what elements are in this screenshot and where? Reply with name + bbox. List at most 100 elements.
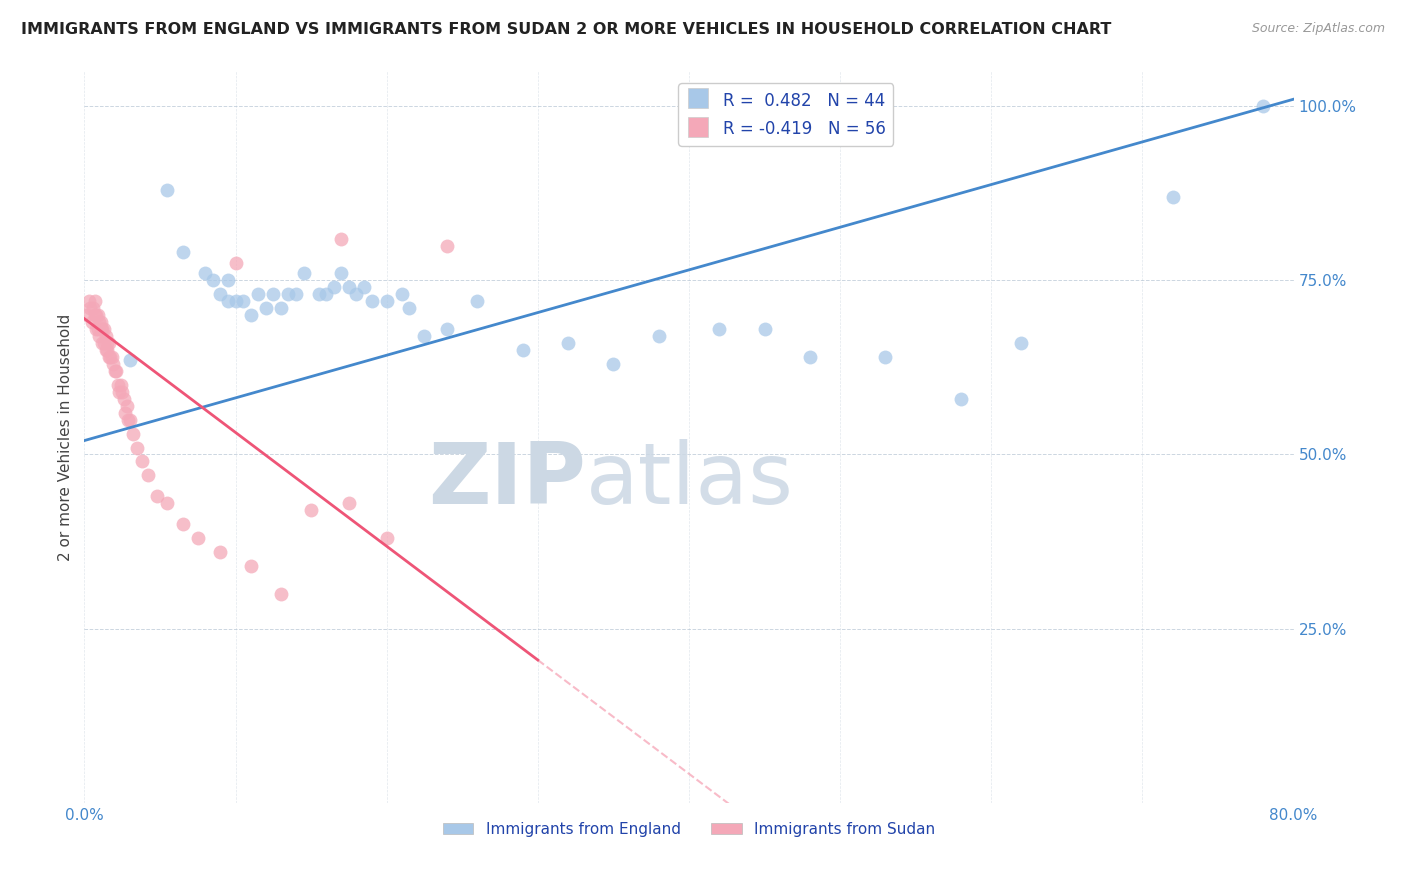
Point xyxy=(950,392,973,406)
Text: ZIP: ZIP xyxy=(429,440,586,523)
Point xyxy=(292,266,315,280)
Point xyxy=(315,287,337,301)
Point xyxy=(76,308,98,322)
Point xyxy=(93,322,115,336)
Point xyxy=(105,364,128,378)
Point xyxy=(90,322,112,336)
Point xyxy=(86,322,108,336)
Point xyxy=(346,287,368,301)
Point xyxy=(80,315,103,329)
Point xyxy=(118,353,141,368)
Point xyxy=(136,468,159,483)
Text: Source: ZipAtlas.com: Source: ZipAtlas.com xyxy=(1251,22,1385,36)
Point xyxy=(330,231,353,245)
Point xyxy=(436,322,458,336)
Point xyxy=(225,256,247,270)
Point xyxy=(117,412,139,426)
Point xyxy=(270,587,292,601)
Point xyxy=(156,496,179,510)
Point xyxy=(337,496,360,510)
Point xyxy=(375,531,398,545)
Point xyxy=(391,287,413,301)
Point xyxy=(360,294,382,309)
Point xyxy=(467,294,489,309)
Point xyxy=(107,377,129,392)
Point xyxy=(172,517,194,532)
Point xyxy=(799,350,821,364)
Text: atlas: atlas xyxy=(586,440,794,523)
Point xyxy=(322,280,344,294)
Point xyxy=(239,558,262,573)
Point xyxy=(217,273,239,287)
Point xyxy=(91,336,114,351)
Point xyxy=(413,329,436,343)
Point xyxy=(90,315,112,329)
Point xyxy=(270,301,292,316)
Point xyxy=(115,399,138,413)
Point xyxy=(100,350,122,364)
Point xyxy=(209,287,232,301)
Point xyxy=(96,343,118,357)
Point xyxy=(121,426,143,441)
Point xyxy=(436,238,458,252)
Point xyxy=(225,294,247,309)
Point xyxy=(94,343,117,357)
Point xyxy=(875,350,897,364)
Point xyxy=(112,392,135,406)
Point xyxy=(118,412,141,426)
Point xyxy=(97,350,120,364)
Point xyxy=(101,357,124,371)
Point xyxy=(557,336,579,351)
Point xyxy=(110,377,132,392)
Point xyxy=(1161,190,1184,204)
Point xyxy=(285,287,308,301)
Point xyxy=(104,364,127,378)
Legend: Immigrants from England, Immigrants from Sudan: Immigrants from England, Immigrants from… xyxy=(437,815,941,843)
Point xyxy=(131,454,153,468)
Point xyxy=(146,489,169,503)
Point xyxy=(84,294,107,309)
Point xyxy=(239,308,262,322)
Point xyxy=(201,273,224,287)
Point xyxy=(299,503,322,517)
Point xyxy=(87,308,110,322)
Point xyxy=(91,322,114,336)
Point xyxy=(375,294,398,309)
Point xyxy=(84,308,107,322)
Point xyxy=(353,280,375,294)
Point xyxy=(754,322,776,336)
Point xyxy=(94,329,117,343)
Point xyxy=(232,294,254,309)
Point xyxy=(156,183,179,197)
Point xyxy=(709,322,731,336)
Point xyxy=(648,329,671,343)
Point xyxy=(96,336,118,351)
Point xyxy=(602,357,624,371)
Point xyxy=(512,343,534,357)
Point xyxy=(209,545,232,559)
Y-axis label: 2 or more Vehicles in Household: 2 or more Vehicles in Household xyxy=(58,313,73,561)
Text: IMMIGRANTS FROM ENGLAND VS IMMIGRANTS FROM SUDAN 2 OR MORE VEHICLES IN HOUSEHOLD: IMMIGRANTS FROM ENGLAND VS IMMIGRANTS FR… xyxy=(21,22,1112,37)
Point xyxy=(1011,336,1033,351)
Point xyxy=(247,287,270,301)
Point xyxy=(93,336,115,351)
Point xyxy=(79,301,101,316)
Point xyxy=(87,322,110,336)
Point xyxy=(89,329,111,343)
Point xyxy=(262,287,284,301)
Point xyxy=(86,308,108,322)
Point xyxy=(1253,99,1275,113)
Point xyxy=(254,301,277,316)
Point xyxy=(330,266,353,280)
Point xyxy=(172,245,194,260)
Point xyxy=(187,531,209,545)
Point xyxy=(398,301,420,316)
Point xyxy=(308,287,330,301)
Point xyxy=(108,384,131,399)
Point xyxy=(89,315,111,329)
Point xyxy=(127,441,149,455)
Point xyxy=(98,350,121,364)
Point xyxy=(337,280,360,294)
Point xyxy=(77,294,100,309)
Point xyxy=(111,384,134,399)
